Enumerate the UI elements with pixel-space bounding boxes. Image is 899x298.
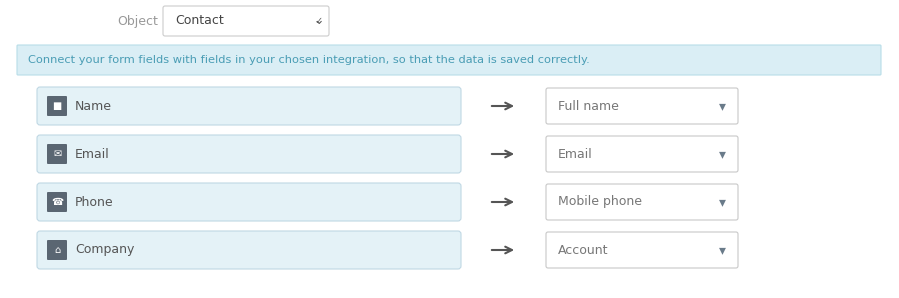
Text: Company: Company: [75, 243, 134, 257]
Text: ▾: ▾: [718, 147, 725, 161]
FancyBboxPatch shape: [47, 192, 67, 212]
FancyBboxPatch shape: [546, 136, 738, 172]
FancyBboxPatch shape: [546, 88, 738, 124]
FancyBboxPatch shape: [37, 183, 461, 221]
Text: ✉: ✉: [53, 149, 61, 159]
Text: ▾: ▾: [718, 195, 725, 209]
Text: Account: Account: [558, 243, 609, 257]
Text: Connect your form fields with fields in your chosen integration, so that the dat: Connect your form fields with fields in …: [28, 55, 590, 65]
Text: Phone: Phone: [75, 195, 113, 209]
Text: ▾: ▾: [718, 99, 725, 113]
Text: Email: Email: [558, 148, 592, 161]
Text: Object: Object: [117, 15, 158, 29]
FancyBboxPatch shape: [546, 184, 738, 220]
Text: ■: ■: [52, 101, 62, 111]
Text: ⌄: ⌄: [314, 15, 325, 27]
FancyBboxPatch shape: [47, 96, 67, 116]
FancyBboxPatch shape: [17, 45, 881, 75]
Text: Name: Name: [75, 100, 112, 113]
Text: Mobile phone: Mobile phone: [558, 195, 642, 209]
Text: ☎: ☎: [51, 197, 63, 207]
FancyBboxPatch shape: [37, 231, 461, 269]
FancyBboxPatch shape: [546, 232, 738, 268]
FancyBboxPatch shape: [47, 144, 67, 164]
Text: ⌂: ⌂: [54, 245, 60, 255]
FancyBboxPatch shape: [163, 6, 329, 36]
FancyBboxPatch shape: [37, 87, 461, 125]
Text: Full name: Full name: [558, 100, 619, 113]
Text: Email: Email: [75, 148, 110, 161]
FancyBboxPatch shape: [47, 240, 67, 260]
Text: ▾: ▾: [718, 243, 725, 257]
FancyBboxPatch shape: [37, 135, 461, 173]
Text: ✓: ✓: [315, 16, 323, 26]
Text: Contact: Contact: [175, 15, 224, 27]
